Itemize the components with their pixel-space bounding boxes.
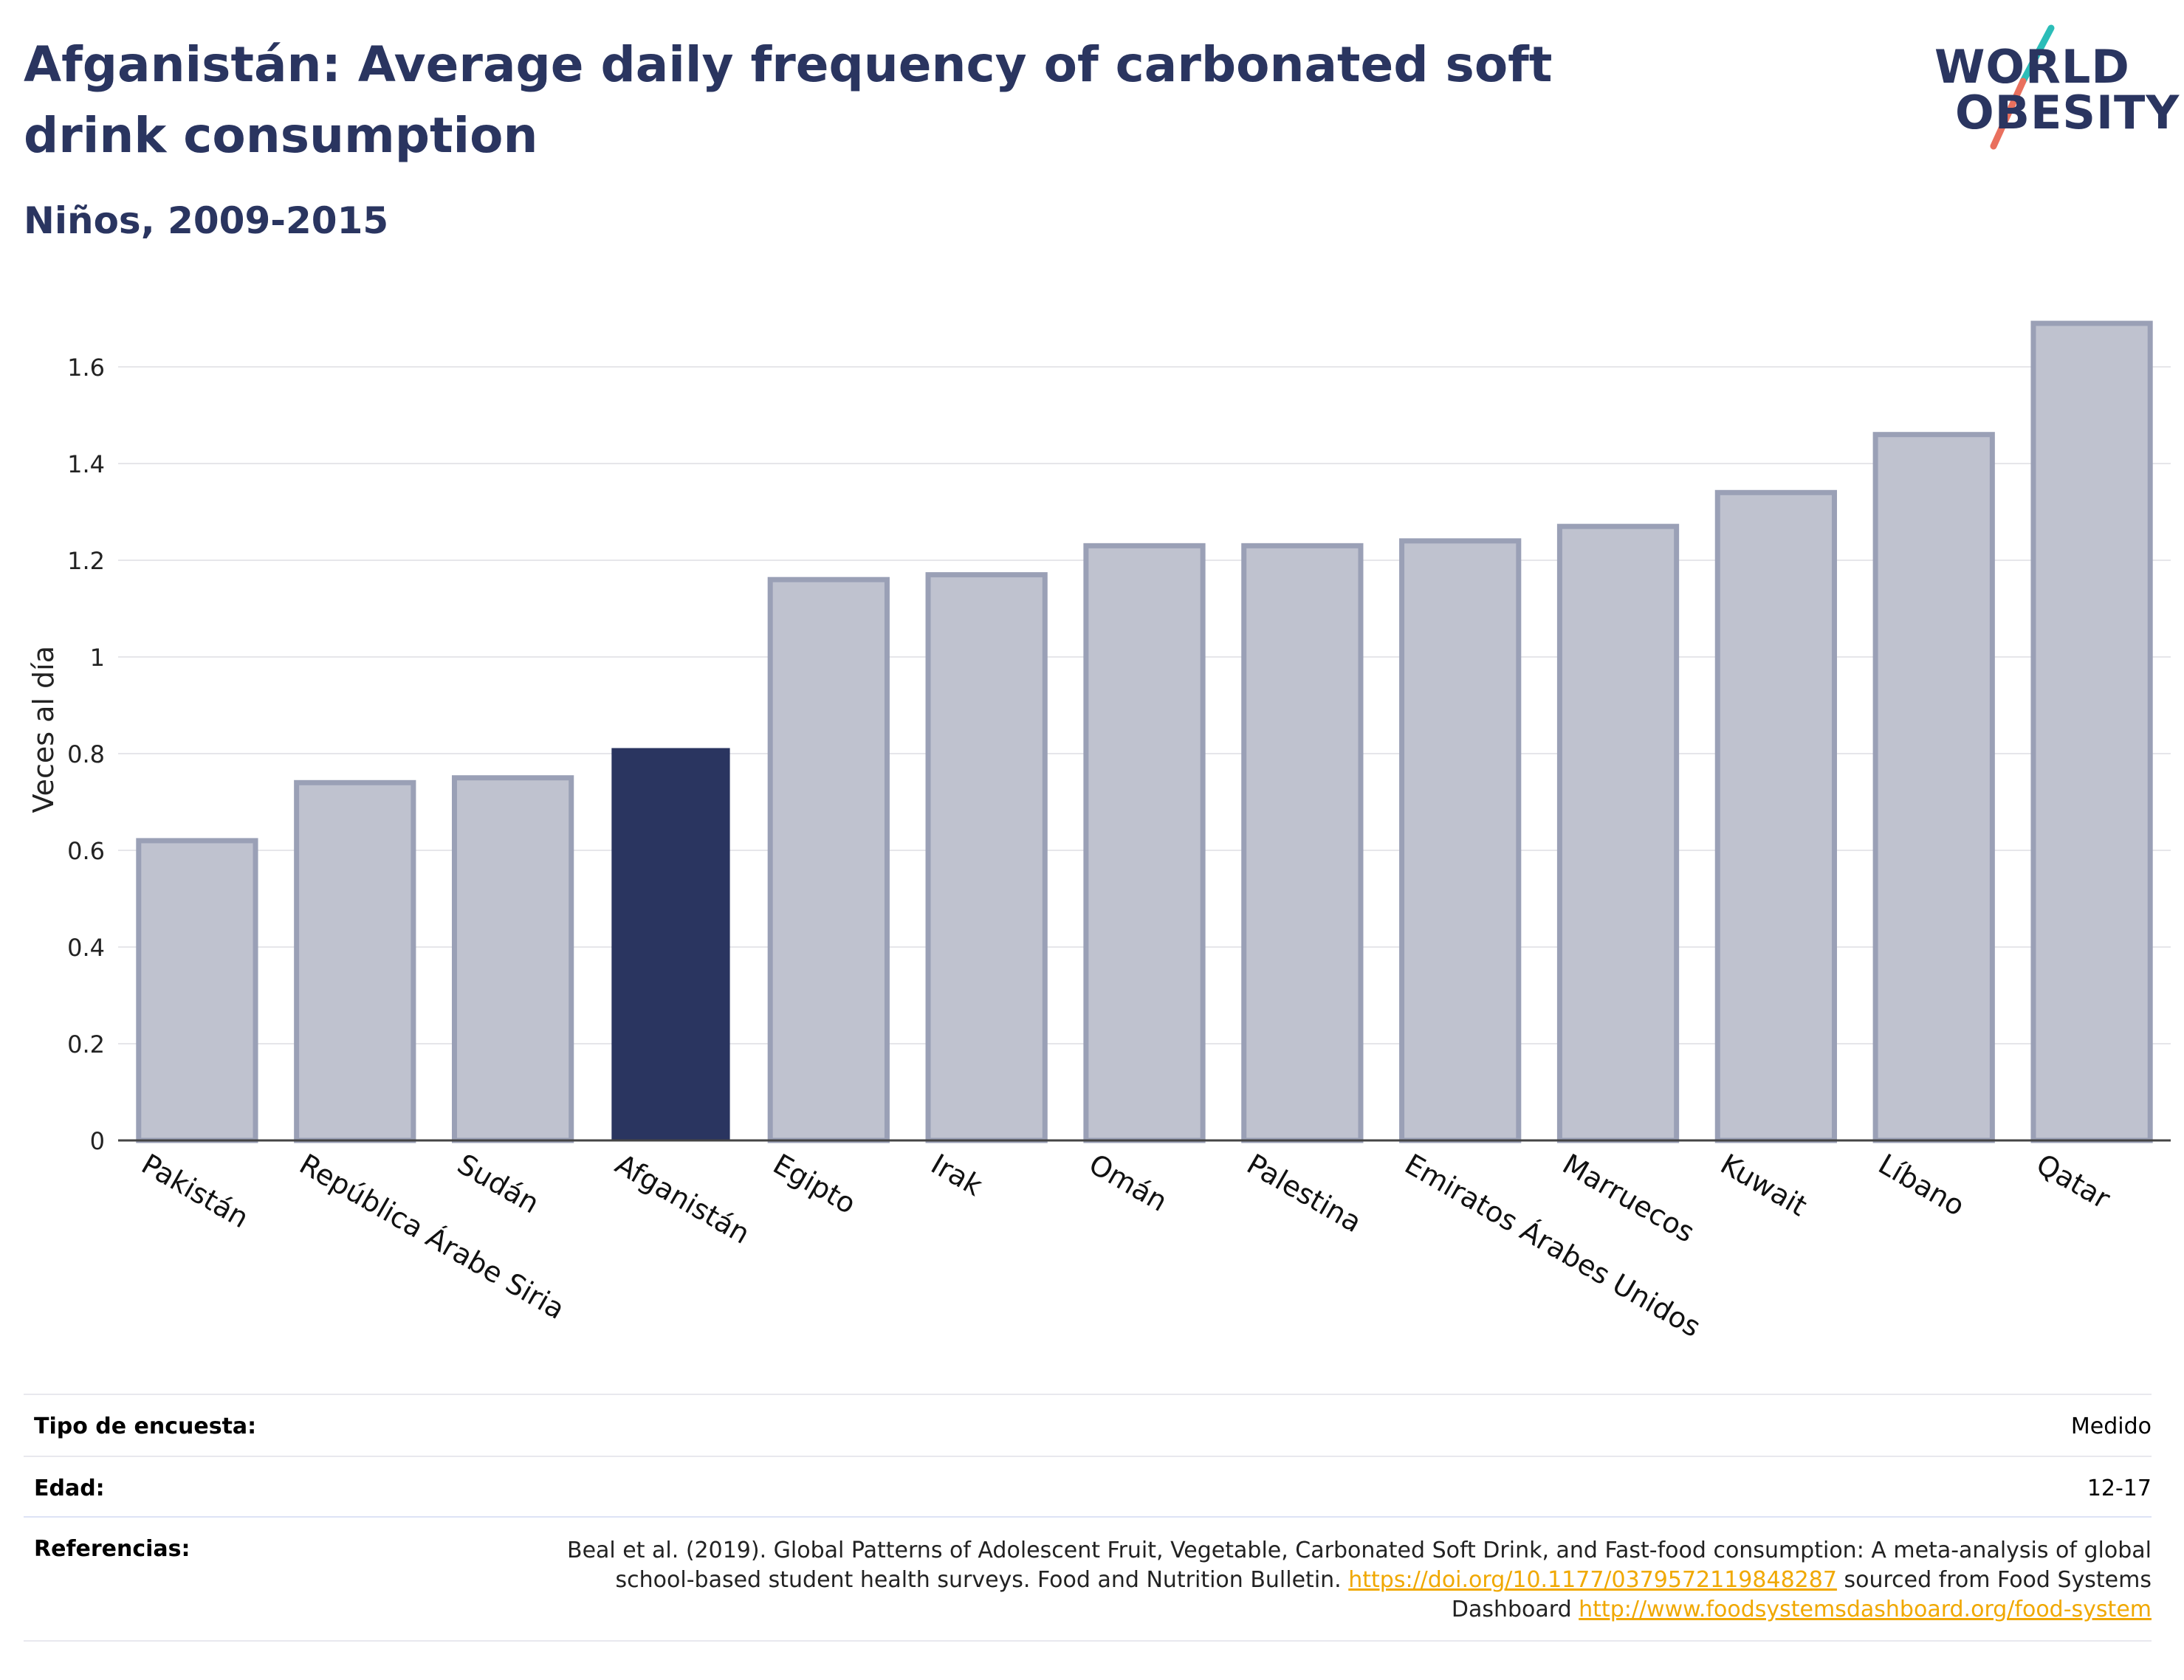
table-divider <box>24 1640 2152 1642</box>
y-tick-label: 0 <box>90 1127 105 1155</box>
food-systems-link[interactable]: http://www.foodsystemsdashboard.org/food… <box>1579 1597 2152 1622</box>
age-value: 12-17 <box>2087 1476 2152 1501</box>
logo-word-obesity: OBESITY <box>1955 86 2180 140</box>
chart-subtitle: Niños, 2009-2015 <box>24 199 389 242</box>
x-tick-label: Líbano <box>1873 1148 1971 1222</box>
table-divider <box>24 1394 2152 1395</box>
bar-0[interactable] <box>136 838 258 1143</box>
logo-slash-icon <box>1990 24 2055 150</box>
table-divider <box>24 1516 2152 1518</box>
bar-6[interactable] <box>1083 543 1206 1143</box>
table-divider <box>24 1456 2152 1457</box>
x-tick-label: Qatar <box>2031 1148 2116 1216</box>
bar-10[interactable] <box>1714 489 1838 1143</box>
reference-citation: Beal et al. (2019). Global Patterns of A… <box>566 1538 2152 1593</box>
bar-7[interactable] <box>1241 543 1364 1143</box>
x-tick-label: Pakistán <box>136 1148 254 1235</box>
x-tick-label: Omán <box>1084 1148 1173 1218</box>
references-text: Beal et al. (2019). Global Patterns of A… <box>527 1536 2152 1625</box>
y-tick-label: 0.4 <box>67 934 105 962</box>
bar-chart: 0 0.2 0.4 0.6 0.8 1 1.2 1.4 1.6 Veces al día Pakis… <box>27 320 2171 1343</box>
bar-5[interactable] <box>925 572 1048 1143</box>
y-tick-label: 1.2 <box>67 547 105 575</box>
bar-1[interactable] <box>294 779 416 1143</box>
bar-12[interactable] <box>2030 320 2153 1143</box>
y-tick-label: 0.8 <box>67 740 105 768</box>
chart-title: Afganistán: Average daily frequency of c… <box>24 36 1553 164</box>
x-tick-label: Emiratos Árabes Unidos <box>1399 1148 1706 1343</box>
doi-link[interactable]: https://doi.org/10.1177/0379572119848287 <box>1348 1567 1837 1593</box>
y-axis-title: Veces al día <box>27 646 60 813</box>
survey-type-value: Medido <box>2070 1414 2152 1439</box>
x-tick-label: República Árabe Siria <box>294 1148 570 1326</box>
y-tick-label: 1.4 <box>67 450 105 478</box>
x-tick-label: Afganistán <box>610 1148 755 1250</box>
x-tick-label: Irak <box>926 1148 988 1202</box>
x-tick-label: Sudán <box>452 1148 545 1220</box>
age-label: Edad: <box>34 1476 105 1501</box>
bar-9[interactable] <box>1556 523 1680 1143</box>
bar-3[interactable] <box>611 748 730 1141</box>
x-tick-label: Egipto <box>768 1148 862 1221</box>
bar-4[interactable] <box>767 576 890 1143</box>
y-tick-label: 1 <box>90 644 105 672</box>
y-tick-label: 1.6 <box>67 354 105 382</box>
bar-11[interactable] <box>1872 432 1995 1143</box>
reference-source: sourced from Food Systems Dashboard <box>1451 1567 2152 1622</box>
survey-type-label: Tipo de encuesta: <box>34 1414 257 1439</box>
bar-8[interactable] <box>1399 538 1522 1143</box>
logo-word-world: WORLD <box>1934 40 2130 94</box>
references-label: Referencias: <box>34 1536 190 1562</box>
world-obesity-logo[interactable]: WORLD OBESITY <box>1920 22 2179 162</box>
y-tick-label: 0.6 <box>67 837 105 865</box>
x-tick-label: Palestina <box>1241 1148 1367 1239</box>
x-tick-label: Kuwait <box>1715 1148 1813 1223</box>
y-tick-label: 0.2 <box>67 1030 105 1058</box>
bar-2[interactable] <box>451 775 574 1143</box>
x-tick-label: Marruecos <box>1557 1148 1700 1249</box>
